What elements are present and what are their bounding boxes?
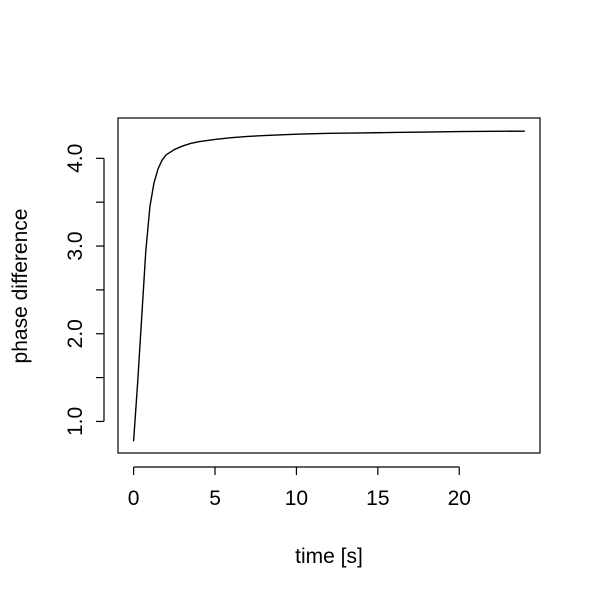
- plot-frame: [117, 117, 541, 454]
- x-axis-label: time [s]: [295, 545, 363, 568]
- y-tick-label: 4.0: [64, 144, 87, 173]
- y-tick-label: 3.0: [64, 231, 87, 260]
- y-tick-label: 2.0: [64, 319, 87, 348]
- x-tick-label: 20: [448, 487, 471, 510]
- x-tick-label: 5: [209, 487, 221, 510]
- y-tick-label: 1.0: [64, 407, 87, 436]
- series-line: [132, 130, 526, 442]
- x-tick-label: 10: [285, 487, 308, 510]
- x-tick-label: 0: [128, 487, 140, 510]
- x-tick-label: 15: [366, 487, 389, 510]
- y-axis-label: phase difference: [9, 209, 32, 364]
